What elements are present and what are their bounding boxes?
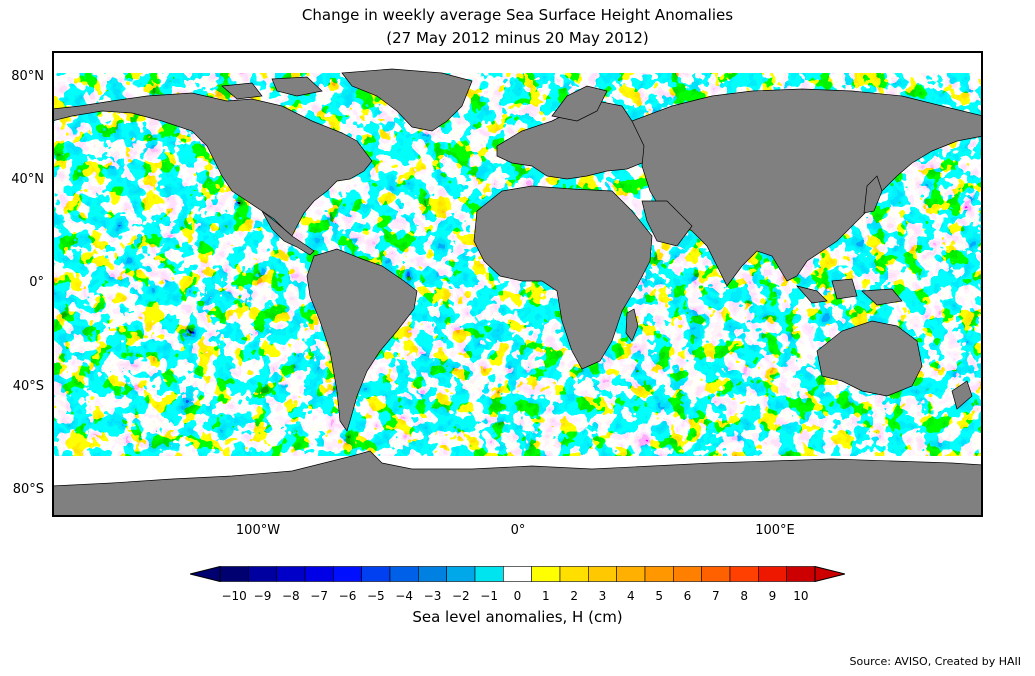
- colorbar-cell: [701, 566, 731, 582]
- colorbar-cell: [616, 566, 646, 582]
- lat-label-80n: 80°N: [11, 69, 44, 84]
- lat-label-equator: 0°: [29, 275, 44, 290]
- colorbar-tick-label: −6: [338, 589, 357, 603]
- colorbar-cell: [219, 566, 249, 582]
- colorbar-cell: [446, 566, 476, 582]
- colorbar-cell: [758, 566, 787, 582]
- colorbar-tick-label: −8: [281, 589, 300, 603]
- colorbar-cell: [503, 566, 532, 582]
- north-america: [52, 92, 373, 237]
- colorbar-tick-label: 5: [655, 589, 663, 603]
- colorbar-cell: [276, 566, 306, 582]
- south-america: [306, 248, 418, 432]
- map-title: Change in weekly average Sea Surface Hei…: [301, 6, 734, 24]
- colorbar-tick-label: 9: [768, 589, 777, 603]
- greenland: [341, 68, 473, 132]
- colorbar-cell: [333, 566, 362, 582]
- australia: [816, 320, 923, 397]
- colorbar-tick-label: −3: [423, 589, 442, 603]
- colorbar-tick-label: 0: [513, 589, 522, 603]
- central-america: [261, 210, 315, 256]
- lat-label-40s: 40°S: [12, 379, 44, 394]
- colorbar-tick-label: 10: [793, 589, 809, 603]
- colorbar-cell: [588, 566, 617, 582]
- colorbar-cell: [418, 566, 447, 582]
- map-border: [52, 51, 983, 517]
- colorbar-tick-label: 1: [542, 589, 550, 603]
- colorbar-tick-label: 4: [627, 589, 635, 603]
- colorbar-extend-low: [190, 566, 221, 582]
- colorbar-label: Sea level anomalies, H (cm): [412, 608, 623, 626]
- colorbar-tick-label: 8: [740, 589, 748, 603]
- lon-label-0: 0°: [510, 523, 526, 538]
- colorbar-cell: [474, 566, 504, 582]
- lon-label-100e: 100°E: [755, 523, 795, 538]
- colorbar-cell: [673, 566, 702, 582]
- lat-label-40n: 40°N: [11, 172, 44, 187]
- colorbar-tick-label: −4: [395, 589, 413, 603]
- lat-label-80s: 80°S: [12, 482, 44, 497]
- colorbar-cell: [248, 566, 277, 582]
- lon-label-100w: 100°W: [235, 523, 281, 538]
- colorbar: [190, 566, 845, 582]
- colorbar-tick-label: −5: [366, 589, 385, 603]
- colorbar-cell: [304, 566, 334, 582]
- colorbar-tick-label: 7: [712, 589, 720, 603]
- africa: [473, 185, 653, 370]
- colorbar-tick-label: −7: [310, 589, 328, 603]
- antarctica: [52, 450, 983, 517]
- colorbar-cell: [361, 566, 391, 582]
- colorbar-extend-high: [814, 566, 845, 582]
- colorbar-cell: [644, 566, 674, 582]
- colorbar-tick-label: −2: [451, 589, 470, 603]
- colorbar-cell: [389, 566, 419, 582]
- colorbar-cell: [559, 566, 589, 582]
- source-credit: Source: AVISO, Created by HAII: [849, 655, 1021, 668]
- map-subtitle: (27 May 2012 minus 20 May 2012): [386, 29, 649, 47]
- colorbar-cell: [786, 566, 816, 582]
- colorbar-cell: [729, 566, 759, 582]
- colorbar-tick-label: −1: [480, 589, 498, 603]
- sea-surface-height-map: [52, 51, 983, 517]
- colorbar-tick-label: 2: [570, 589, 578, 603]
- colorbar-tick-label: 3: [598, 589, 607, 603]
- colorbar-tick-label: 6: [683, 589, 692, 603]
- colorbar-tick-label: −9: [253, 589, 272, 603]
- colorbar-cell: [531, 566, 561, 582]
- colorbar-tick-label: −10: [221, 589, 247, 603]
